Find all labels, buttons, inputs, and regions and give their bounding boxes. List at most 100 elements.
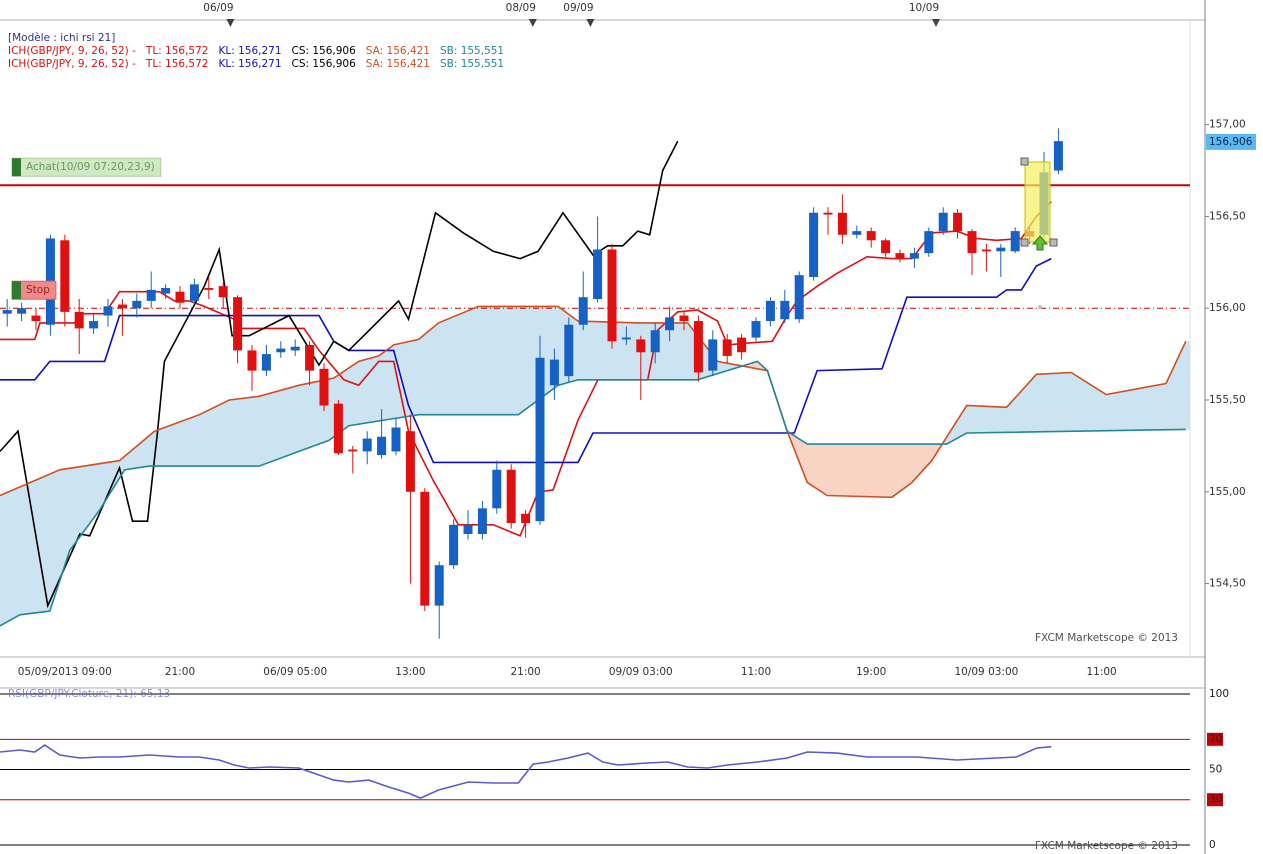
candle-body: [535, 357, 545, 522]
y-tick-label: 30: [1209, 794, 1222, 806]
candle-body: [60, 240, 70, 312]
candle-body: [780, 300, 790, 320]
candle-body: [492, 469, 502, 509]
top-tick-label: 06/09: [203, 2, 233, 14]
candle-body: [751, 321, 761, 338]
line-series: [0, 257, 1052, 464]
y-tick-label: 157,00: [1209, 119, 1246, 131]
candle-body: [405, 431, 415, 492]
buy-arrow: [1031, 235, 1049, 251]
highlight-box: [1024, 161, 1051, 243]
line-series: [0, 744, 1052, 799]
level-label-tag: [12, 281, 21, 300]
x-tick-label: 09/09 03:00: [609, 666, 673, 678]
marker: [1038, 305, 1042, 309]
x-tick-label: 21:00: [165, 666, 195, 678]
x-tick-label: 21:00: [510, 666, 540, 678]
candle-body: [765, 300, 775, 322]
selection: [1020, 157, 1058, 309]
candle-body: [319, 368, 329, 406]
candle-body: [420, 491, 430, 606]
candle-body: [665, 317, 675, 331]
candle-body: [679, 315, 689, 322]
y-tick-label: 155,50: [1209, 394, 1246, 406]
candle-body: [89, 321, 99, 329]
candle-body: [247, 350, 257, 371]
legend-item: CS: 156,906: [292, 58, 357, 70]
candle-body: [722, 339, 732, 356]
legend-item: TL: 156,572: [145, 58, 209, 70]
candle-body: [17, 308, 27, 314]
candle-body: [607, 249, 617, 342]
candle-body: [693, 321, 703, 373]
candle-body: [852, 231, 862, 235]
candle-body: [31, 315, 41, 322]
handle: [1020, 238, 1029, 247]
level-label-tag: [12, 158, 21, 177]
y-tick-label: 156,50: [1209, 210, 1246, 222]
candle-body: [895, 253, 905, 259]
top-tick-label: 08/09: [506, 2, 536, 14]
candle-body: [549, 359, 559, 386]
top-tick-label: 09/09: [563, 2, 593, 14]
legend-item: SB: 155,551: [440, 45, 504, 57]
candle-body: [189, 284, 199, 301]
candle-body: [578, 297, 588, 325]
y-tick-label: 156,00: [1209, 302, 1246, 314]
candle-body: [866, 231, 876, 241]
candle-body: [305, 344, 315, 371]
x-tick-label: 05/09/2013 09:00: [18, 666, 112, 678]
candle-body: [593, 249, 603, 300]
candle-body: [981, 249, 991, 252]
candle-body: [218, 286, 228, 298]
candle-body: [449, 524, 459, 566]
x-tick-label: 10/09 03:00: [954, 666, 1018, 678]
legend-item: ICH(GBP/JPY, 9, 26, 52) -: [8, 58, 136, 70]
day-marker: [586, 19, 595, 27]
legend-item: SA: 156,421: [366, 58, 430, 70]
top-tick-label: 10/09: [909, 2, 939, 14]
y-tick-label: 50: [1209, 764, 1222, 776]
legend-item: CS: 156,906: [292, 45, 357, 57]
candle-body: [477, 508, 487, 535]
candle-body: [909, 253, 919, 259]
candle-body: [276, 348, 286, 353]
legend-item: ICH(GBP/JPY, 9, 26, 52) -: [8, 45, 136, 57]
x-tick-label: 19:00: [856, 666, 886, 678]
y-tick-box: [1207, 793, 1223, 807]
x-tick-label: 11:00: [741, 666, 771, 678]
candle-body: [103, 306, 113, 316]
last-price-label: 156,906: [1209, 136, 1253, 148]
legend-item: SB: 155,551: [440, 58, 504, 70]
candle-body: [175, 291, 185, 303]
candle-body: [333, 403, 343, 454]
candle-body: [233, 297, 243, 351]
candle-body: [953, 212, 963, 232]
candle-body: [204, 288, 214, 290]
level-label: Stop: [26, 284, 50, 296]
candle-body: [938, 212, 948, 232]
y-tick-box: [1207, 732, 1223, 746]
rsi-plot: [0, 693, 1190, 846]
y-tick-label: 0: [1209, 839, 1216, 851]
candle-body: [1053, 141, 1063, 171]
cloud: [943, 341, 1190, 445]
candle-body: [362, 438, 372, 452]
candle-body: [650, 330, 660, 353]
candle-body: [290, 346, 300, 351]
candle-body: [708, 339, 718, 371]
candle-body: [521, 513, 531, 523]
candle-body: [1010, 231, 1020, 252]
x-tick-label: 13:00: [395, 666, 425, 678]
candle-body: [391, 427, 401, 452]
line-series: [0, 360, 1186, 627]
watermark: FXCM Marketscope © 2013: [1035, 840, 1178, 852]
candle-body: [348, 449, 358, 452]
candle-body: [132, 300, 142, 309]
candle-body: [823, 212, 833, 215]
candle-body: [564, 324, 574, 377]
y-tick-label: 100: [1209, 688, 1229, 700]
candle-body: [621, 337, 631, 340]
y-tick-label: 155,00: [1209, 486, 1246, 498]
